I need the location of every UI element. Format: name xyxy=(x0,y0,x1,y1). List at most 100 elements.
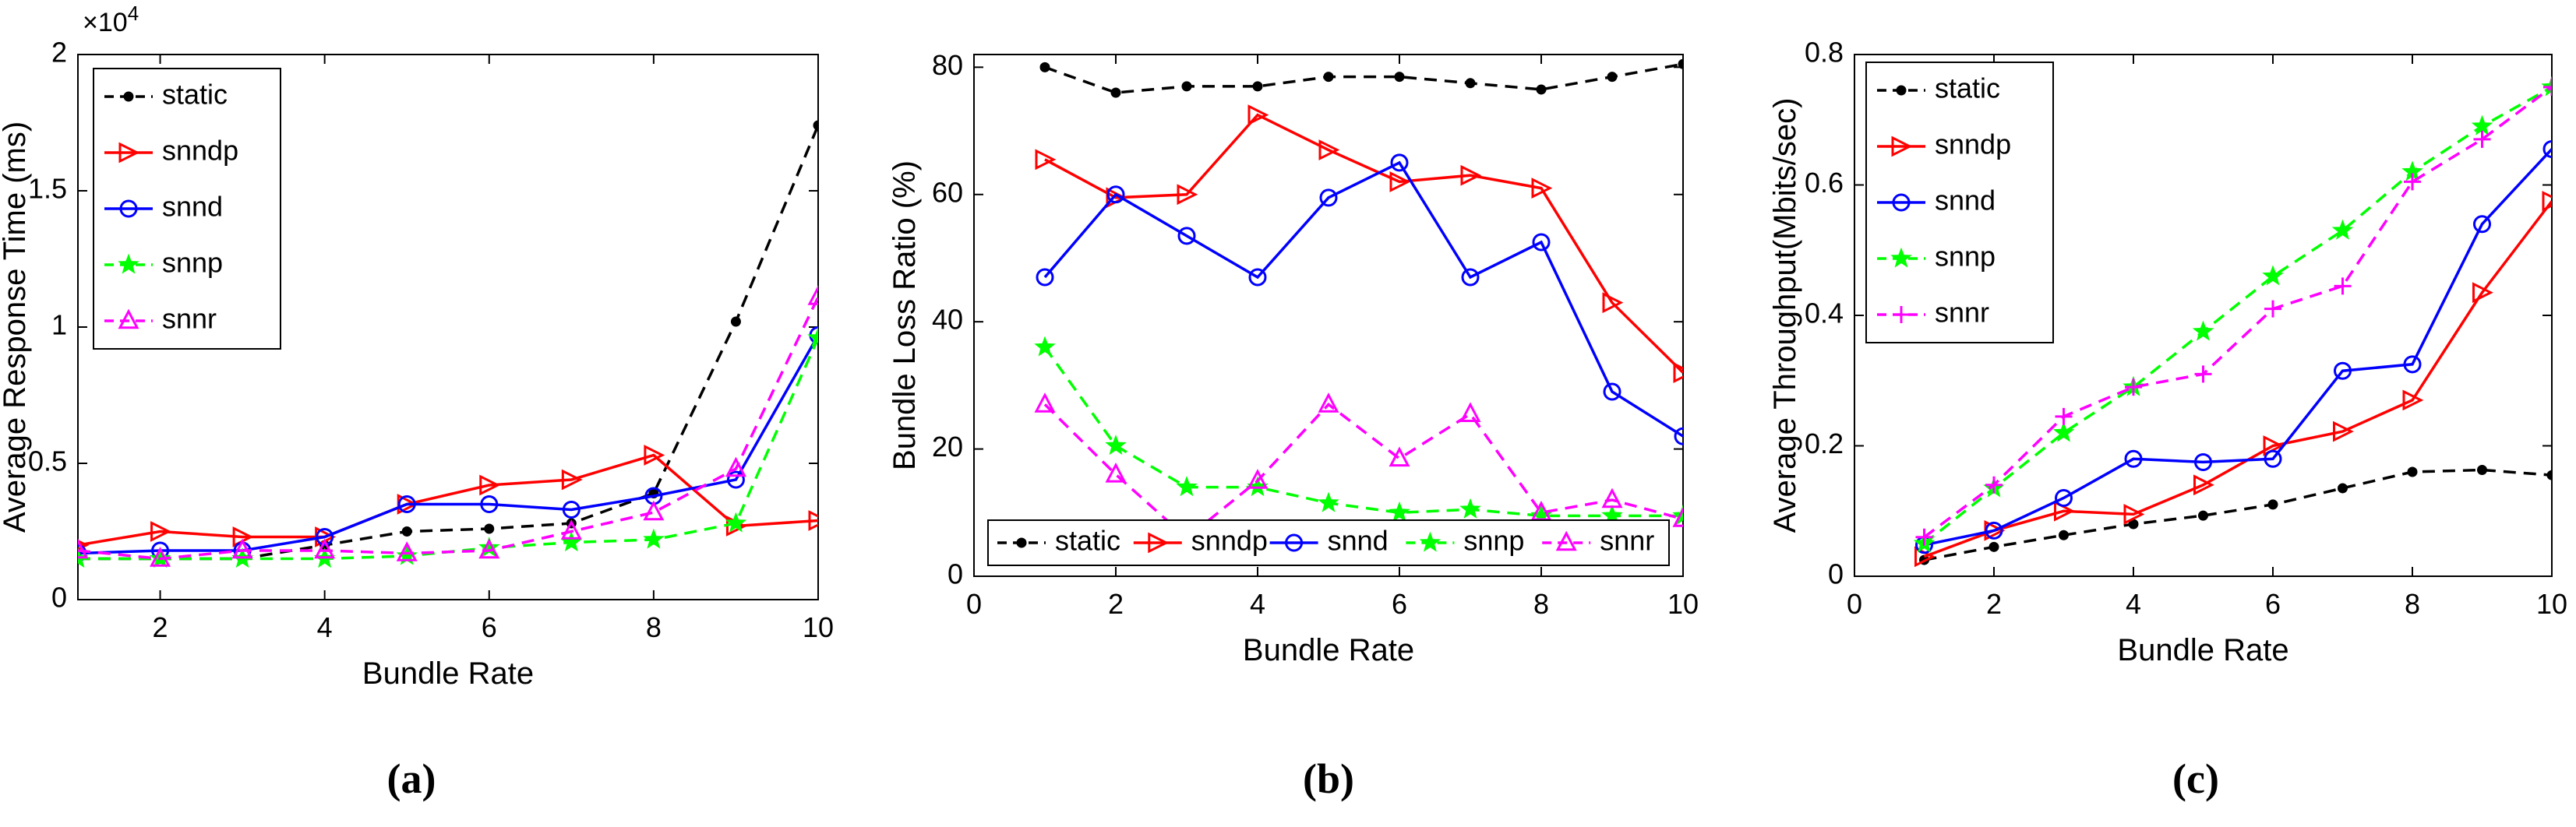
data-point-snnd xyxy=(1036,268,1054,287)
data-point-snnd xyxy=(2403,355,2422,374)
data-point-snndp xyxy=(1318,139,1340,160)
data-point-snnp xyxy=(1105,435,1127,456)
y-tick-label: 2 xyxy=(51,37,67,69)
legend-label-snndp: snndp xyxy=(1191,525,1268,557)
legend-marker-snnd xyxy=(119,199,138,218)
series-group xyxy=(1034,58,1683,547)
legend-label-snnd: snnd xyxy=(1328,525,1389,557)
y-tick-label: 0 xyxy=(1828,558,1844,590)
data-point-snndp xyxy=(2472,282,2493,304)
legend-label-snndp: snndp xyxy=(162,135,238,167)
data-point-static xyxy=(1536,84,1547,95)
data-point-static xyxy=(1678,58,1683,69)
data-point-snnp xyxy=(1459,498,1481,519)
legend: static snndp snnd snnp snnr xyxy=(93,68,281,350)
data-point-snndp xyxy=(2193,474,2214,496)
data-point-snnd xyxy=(1985,521,2003,540)
data-point-snnr xyxy=(1318,392,1339,413)
panel-caption: (c) xyxy=(2172,755,2219,802)
legend-label-static: static xyxy=(1935,72,2000,104)
legend-marker-snnp xyxy=(118,253,139,274)
legend-label-snnp: snnp xyxy=(1935,241,1996,273)
data-point-snnd xyxy=(78,544,87,562)
x-tick-label: 8 xyxy=(2405,588,2420,620)
data-point-static xyxy=(484,523,495,534)
x-tick-label: 2 xyxy=(1986,588,2002,620)
data-point-snnp xyxy=(2471,114,2493,135)
series-line-snnd xyxy=(1043,160,1683,438)
data-point-snnr xyxy=(1601,487,1623,509)
data-point-snnp xyxy=(2262,265,2284,286)
data-point-snnd xyxy=(1106,185,1125,204)
data-point-snnr xyxy=(1915,528,1933,546)
data-point-static xyxy=(2407,466,2418,477)
y-tick-label: 0.4 xyxy=(1805,297,1844,329)
legend-label-snnp: snnp xyxy=(1463,525,1524,557)
data-point-static xyxy=(1988,541,1999,552)
data-point-snnp xyxy=(807,326,818,347)
x-tick-label: 4 xyxy=(1250,588,1265,620)
data-point-snnd xyxy=(2542,139,2552,158)
data-point-snnd xyxy=(1603,382,1621,401)
data-point-snnd xyxy=(2124,449,2143,468)
data-point-snnd xyxy=(1319,188,1338,207)
data-point-static xyxy=(2198,510,2208,521)
data-point-snndp xyxy=(1177,184,1198,206)
data-point-snndp xyxy=(2333,421,2354,442)
legend: static snndp snnd snnp snnr xyxy=(987,519,1670,566)
legend-label-static: static xyxy=(162,79,228,111)
data-point-static xyxy=(1039,62,1050,72)
data-point-snnr xyxy=(2055,407,2073,425)
panel-caption: (a) xyxy=(387,755,436,802)
legend-label-snnp: snnp xyxy=(162,247,223,279)
legend-marker-snnp xyxy=(1890,247,1912,268)
y-tick-label: 40 xyxy=(932,304,963,336)
data-point-snnp xyxy=(1672,504,1683,526)
plot-area xyxy=(973,54,1684,577)
data-point-snndp xyxy=(1389,171,1411,192)
series-line-snnd xyxy=(78,334,818,555)
data-point-snndp xyxy=(2542,191,2552,212)
data-point-snnr xyxy=(2473,130,2491,148)
panel-b: 0 2 4 6 8 10 0 20 40 60 80 Bundle Rate Bundle Loss R… xyxy=(887,49,1699,802)
data-point-snndp xyxy=(808,510,818,531)
data-point-static xyxy=(1465,78,1476,89)
data-point-static xyxy=(813,120,818,131)
data-point-snnr xyxy=(2334,277,2352,295)
data-point-snnr xyxy=(2194,365,2212,383)
legend: static snndp snnd snnp snnr xyxy=(1865,62,2054,343)
data-point-snnr xyxy=(150,547,171,567)
legend-marker-snndp xyxy=(1891,135,1913,157)
data-point-snnr xyxy=(560,519,582,540)
data-point-snnr xyxy=(643,500,665,521)
legend-marker-static xyxy=(1016,537,1027,548)
series-line-snnp xyxy=(1923,86,2552,545)
legend-label-snnr: snnr xyxy=(1600,525,1654,557)
x-tick-label: 4 xyxy=(2126,588,2141,620)
data-point-snnr xyxy=(396,541,418,561)
data-point-snnd xyxy=(2194,452,2212,471)
y-tick-label: 20 xyxy=(932,431,963,463)
data-point-static xyxy=(2059,530,2069,540)
data-point-snnr xyxy=(314,538,336,559)
legend-marker-snnd xyxy=(1892,193,1911,212)
series-line-static xyxy=(1924,468,2552,561)
data-point-snnd xyxy=(1248,268,1267,287)
data-point-snnd xyxy=(397,495,416,513)
y-tick-label: 1 xyxy=(51,309,67,341)
x-axis-label: Bundle Rate xyxy=(1243,633,1414,667)
x-tick-label: 2 xyxy=(1108,588,1124,620)
panel-caption: (b) xyxy=(1303,755,1354,802)
series-line-snnr xyxy=(1043,403,1683,540)
data-point-snnd xyxy=(1532,233,1551,252)
x-tick-label: 6 xyxy=(482,611,497,643)
x-tick-label: 6 xyxy=(1392,588,1407,620)
data-point-snnr xyxy=(78,538,89,559)
legend-marker-snnr xyxy=(1555,530,1577,551)
legend-label-snnd: snnd xyxy=(1935,185,1996,216)
x-axis-label: Bundle Rate xyxy=(362,656,534,691)
data-point-static xyxy=(2546,470,2552,480)
data-point-static xyxy=(1607,72,1618,83)
data-point-snnr xyxy=(2264,300,2281,318)
data-point-snndp xyxy=(1531,178,1553,199)
